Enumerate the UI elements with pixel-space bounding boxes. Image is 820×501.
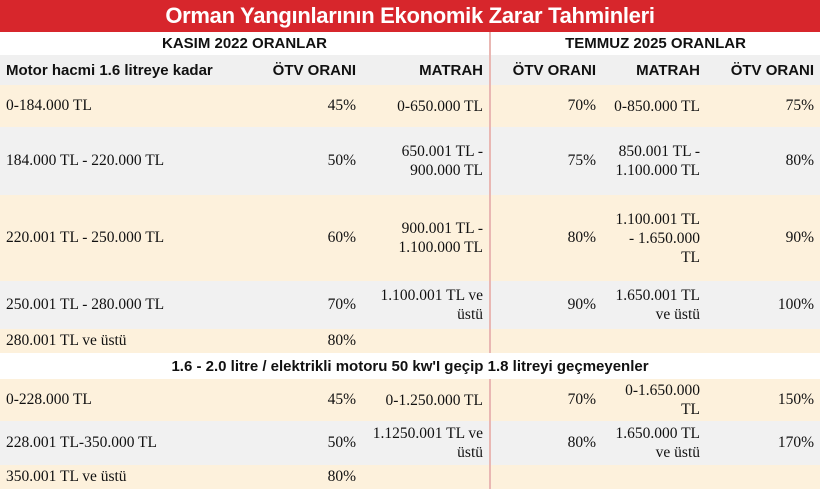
table-row: 280.001 TL ve üstü 80% [0,329,820,353]
group-header: 1.6 - 2.0 litre / elektrikli motoru 50 k… [0,353,820,379]
table-cell: 80% [706,127,820,195]
table-row: 0-184.000 TL 45% 0-650.000 TL 70% 0-850.000 … [0,85,820,127]
table-row: 350.001 TL ve üstü 80% [0,465,820,489]
table-cell: 0-184.000 TL [0,85,248,127]
table-cell: 45% [248,379,362,421]
table-cell: 1.100.001 TL ve üstü [362,281,490,329]
table-cell: 1.100.001 TL - 1.650.000 TL [602,195,706,281]
table-cell: 0-1.250.000 TL [362,379,490,421]
table-row: 184.000 TL - 220.000 TL 50% 650.001 TL - 9… [0,127,820,195]
section-header-row: KASIM 2022 ORANLAR TEMMUZ 2025 ORANLAR [0,32,820,55]
table-cell: 280.001 TL ve üstü [0,329,248,353]
table-row: 0-228.000 TL 45% 0-1.250.000 TL 70% 0-1.650.… [0,379,820,421]
table-cell: 220.001 TL - 250.000 TL [0,195,248,281]
column-header: ÖTV ORANI [706,55,820,85]
table-cell: 50% [248,127,362,195]
section-header-right: TEMMUZ 2025 ORANLAR [488,32,820,55]
table-cell: 184.000 TL - 220.000 TL [0,127,248,195]
table-cell: 80% [248,329,362,353]
table-row: 228.001 TL-350.000 TL 50% 1.1250.001 TL ve… [0,421,820,465]
table-cell [489,465,602,489]
table-row: 250.001 TL - 280.000 TL 70% 1.100.001 TL v… [0,281,820,329]
table-cell: 0-1.650.000 TL [602,379,706,421]
table-cell: 100% [706,281,820,329]
column-header: MATRAH [362,55,490,85]
table-cell: 0-850.000 TL [602,85,706,127]
table-cell: 350.001 TL ve üstü [0,465,248,489]
table-cell: 90% [706,195,820,281]
table-cell: 650.001 TL - 900.000 TL [362,127,490,195]
table-cell: 80% [248,465,362,489]
table-cell: 170% [706,421,820,465]
table-cell [489,329,602,353]
table-row: 220.001 TL - 250.000 TL 60% 900.001 TL - 1… [0,195,820,281]
table-cell: 90% [489,281,602,329]
table-cell: 70% [489,85,602,127]
table-cell: 45% [248,85,362,127]
column-header: Motor hacmi 1.6 litreye kadar [0,55,248,85]
table-cell [602,465,706,489]
table-cell [362,329,490,353]
table-cell [602,329,706,353]
page-title: Orman Yangınlarının Ekonomik Zarar Tahmi… [0,0,820,32]
table-cell: 0-228.000 TL [0,379,248,421]
table-cell: 900.001 TL - 1.100.000 TL [362,195,490,281]
column-header: ÖTV ORANI [489,55,602,85]
table-cell: 75% [489,127,602,195]
table-cell: 228.001 TL-350.000 TL [0,421,248,465]
table-cell [706,329,820,353]
table-cell: 0-650.000 TL [362,85,490,127]
column-header-row: Motor hacmi 1.6 litreye kadar ÖTV ORANI … [0,55,820,85]
table-cell: 250.001 TL - 280.000 TL [0,281,248,329]
table-cell: 70% [248,281,362,329]
table-cell: 70% [489,379,602,421]
table-cell: 50% [248,421,362,465]
table-cell [362,465,490,489]
table-cell: 1.650.001 TL ve üstü [602,281,706,329]
table-cell: 1.650.000 TL ve üstü [602,421,706,465]
tax-rate-table: KASIM 2022 ORANLAR TEMMUZ 2025 ORANLAR M… [0,32,820,489]
section-header-left: KASIM 2022 ORANLAR [0,32,490,55]
table-cell: 60% [248,195,362,281]
table-cell: 80% [489,195,602,281]
table-cell: 75% [706,85,820,127]
table-cell: 150% [706,379,820,421]
column-header: MATRAH [602,55,706,85]
table-cell [706,465,820,489]
table-cell: 850.001 TL - 1.100.000 TL [602,127,706,195]
table-cell: 80% [489,421,602,465]
table-cell: 1.1250.001 TL ve üstü [362,421,490,465]
column-header: ÖTV ORANI [248,55,362,85]
group-header-row: 1.6 - 2.0 litre / elektrikli motoru 50 k… [0,353,820,379]
